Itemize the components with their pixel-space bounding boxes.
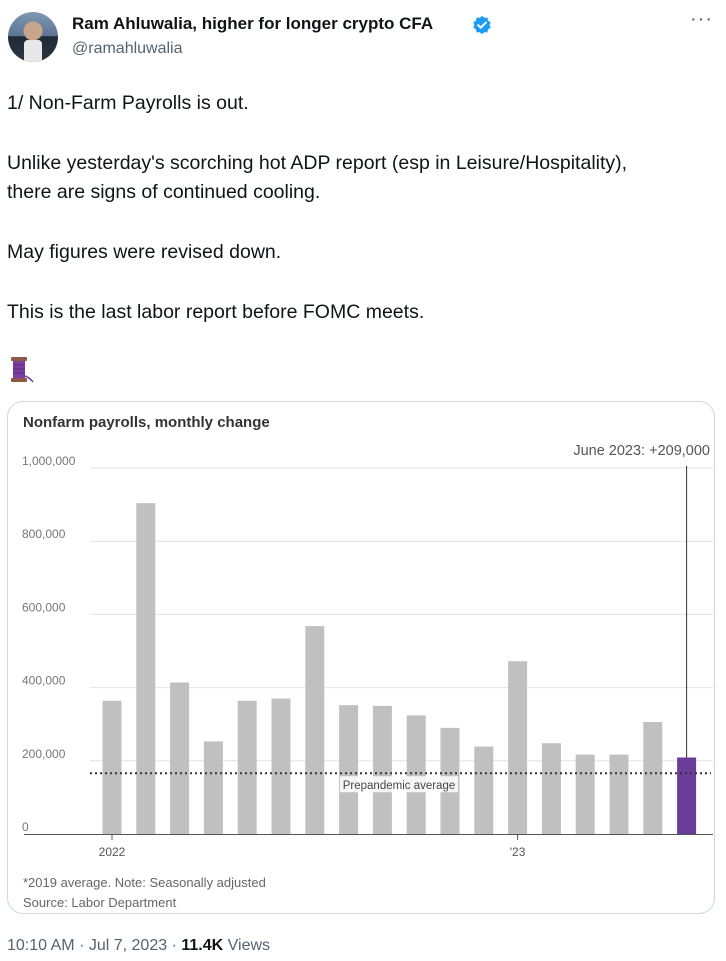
bar <box>136 503 156 834</box>
bar <box>643 722 663 834</box>
author-name[interactable]: Ram Ahluwalia, higher for longer crypto … <box>72 14 434 33</box>
tweet-paragraph: This is the last labor report before FOM… <box>7 301 425 323</box>
y-tick-label: 800,000 <box>22 527 66 541</box>
y-tick-label: 0 <box>22 820 29 834</box>
x-tick-label: 2022 <box>99 845 126 859</box>
more-horizontal-icon[interactable]: ··· <box>690 8 713 30</box>
bar <box>339 705 359 834</box>
separator: · <box>79 937 85 954</box>
bar <box>271 698 291 834</box>
tweet-paragraph: May figures were revised down. <box>7 241 282 263</box>
bar <box>541 743 561 834</box>
avatar[interactable] <box>8 12 58 62</box>
tweet-date[interactable]: Jul 7, 2023 <box>88 937 168 954</box>
bar <box>305 626 325 834</box>
tweet-time[interactable]: 10:10 AM <box>7 937 75 954</box>
y-tick-label: 200,000 <box>22 747 66 761</box>
thread-spool-icon <box>11 357 34 383</box>
bar <box>508 661 528 834</box>
bar <box>609 754 629 834</box>
bar <box>203 741 223 834</box>
tweet-text: 1/ Non-Farm Payrolls is out. Unlike yest… <box>7 89 719 358</box>
chart-card[interactable]: Nonfarm payrolls, monthly change 0 200,00… <box>7 401 715 914</box>
annotation-label: June 2023: +209,000 <box>573 443 710 459</box>
bar <box>372 705 392 834</box>
y-tick-label: 600,000 <box>22 600 66 614</box>
bar <box>474 746 494 834</box>
chart-footnote: *2019 average. Note: Seasonally adjusted <box>23 875 266 890</box>
bar <box>170 682 190 834</box>
tweet-paragraph: there are signs of continued cooling. <box>7 181 321 203</box>
bar <box>575 754 595 834</box>
views-count: 11.4K <box>181 937 224 954</box>
chart-title: Nonfarm payrolls, monthly change <box>23 414 270 431</box>
bar <box>237 700 257 834</box>
bar <box>102 700 122 834</box>
bar <box>406 715 426 834</box>
x-tick-label: '23 <box>510 845 526 859</box>
tweet-paragraph: 1/ Non-Farm Payrolls is out. <box>7 92 249 114</box>
author-handle[interactable]: @ramahluwalia <box>72 40 183 57</box>
separator: · <box>171 937 177 954</box>
verified-badge-icon <box>473 15 491 35</box>
reference-line-label: Prepandemic average <box>343 780 456 792</box>
bar-highlighted <box>677 757 697 834</box>
y-tick-label: 1,000,000 <box>22 454 76 468</box>
y-tick-label: 400,000 <box>22 674 66 688</box>
tweet-paragraph: Unlike yesterday's scorching hot ADP rep… <box>7 152 628 174</box>
tweet-meta: 10:10 AM · Jul 7, 2023 · 11.4K Views <box>7 937 270 955</box>
chart-source: Source: Labor Department <box>23 895 177 910</box>
views-label: Views <box>227 937 271 954</box>
reference-label-bg <box>340 776 458 793</box>
nonfarm-payrolls-chart: 0 200,000 400,000 600,000 800,000 1,000,000 20… <box>22 443 713 859</box>
